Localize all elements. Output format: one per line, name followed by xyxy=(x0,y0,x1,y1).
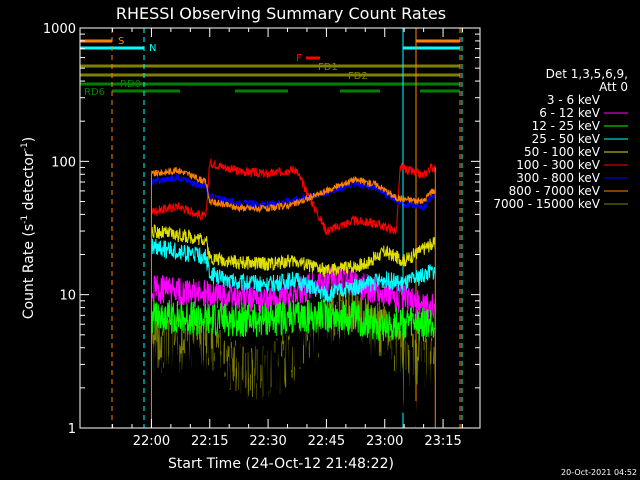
y-axis-label: Count Rate (s-1 detector-1) xyxy=(20,137,37,319)
series-line xyxy=(150,174,436,212)
timestamp: 20-Oct-2021 04:52 xyxy=(561,468,637,477)
legend-label: 3 - 6 keV xyxy=(547,93,601,107)
y-tick-label: 100 xyxy=(51,155,76,170)
x-tick-label: 22:00 xyxy=(133,434,170,449)
plot-area: S N F FD1 FD2 RD0 RD6 xyxy=(79,28,463,429)
legend-title-line1: Det 1,3,5,6,9, xyxy=(546,67,628,81)
series-line xyxy=(150,298,436,342)
x-tick-label: 22:15 xyxy=(191,434,228,449)
legend-label: 800 - 7000 keV xyxy=(509,184,601,198)
x-axis-label: Start Time (24-Oct-12 21:48:22) xyxy=(168,456,394,472)
y-tick-label: 10 xyxy=(59,289,76,304)
flag-label: RD0 xyxy=(120,79,141,90)
x-tick-label: 23:00 xyxy=(366,434,403,449)
series-line xyxy=(150,290,436,429)
plot-frame xyxy=(79,27,481,429)
series-line xyxy=(150,158,436,236)
legend-label: 12 - 25 keV xyxy=(532,119,601,133)
flag-label: FD1 xyxy=(318,62,338,73)
series-line xyxy=(150,265,436,321)
legend-label: 25 - 50 keV xyxy=(532,132,601,146)
series-line xyxy=(150,224,436,278)
flag-label: F xyxy=(296,53,302,64)
legend-label: 100 - 300 keV xyxy=(516,158,600,172)
axes: 1 10 100 1000 22:00 22:15 22:30 22:45 23:00 23:15 xyxy=(43,22,480,449)
flag-label: N xyxy=(149,43,156,54)
y-tick-label: 1000 xyxy=(43,22,76,37)
legend-label: 50 - 100 keV xyxy=(524,145,601,159)
legend-label: 6 - 12 keV xyxy=(539,106,601,120)
x-tick-label: 22:30 xyxy=(249,434,286,449)
flag-label: RD6 xyxy=(84,87,105,98)
flag-label: S xyxy=(118,36,124,47)
x-tick-label: 23:15 xyxy=(424,434,461,449)
series-line xyxy=(150,166,436,214)
legend-label: 300 - 800 keV xyxy=(516,171,600,185)
flag-label: FD2 xyxy=(348,71,368,82)
legend-title-line2: Att 0 xyxy=(599,80,628,94)
x-tick-label: 22:45 xyxy=(308,434,345,449)
chart-title: RHESSI Observing Summary Count Rates xyxy=(116,4,446,23)
series-line xyxy=(150,238,436,302)
y-tick-label: 1 xyxy=(68,422,76,437)
legend-label: 7000 - 15000 keV xyxy=(493,197,600,211)
